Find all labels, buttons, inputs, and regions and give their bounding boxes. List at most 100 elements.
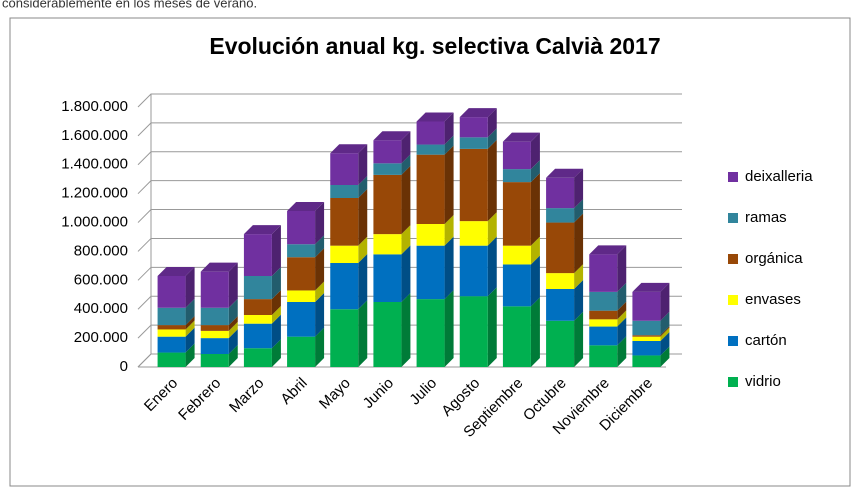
bar: [632, 320, 661, 336]
bar: [502, 306, 531, 367]
bar-top: [459, 108, 497, 118]
y-tick-label: 0: [120, 358, 128, 375]
bar: [373, 234, 402, 255]
bar: [416, 245, 445, 300]
bar: [416, 224, 445, 246]
bar: [157, 336, 186, 353]
bar-top: [546, 168, 584, 178]
bar: [243, 299, 272, 315]
y-tick-label: 200.000: [74, 329, 128, 346]
bar: [330, 198, 359, 246]
bar-side: [228, 262, 238, 308]
bar-side: [358, 300, 368, 367]
bar: [157, 325, 186, 330]
bar-side: [660, 311, 670, 336]
bar-side: [401, 154, 411, 175]
bar-top: [373, 131, 411, 141]
bar-side: [271, 267, 281, 300]
bar-side: [185, 316, 195, 330]
bar: [546, 273, 575, 289]
bar: [330, 309, 359, 367]
bar-top: [502, 132, 540, 142]
legend-label: envases: [745, 291, 801, 308]
bar-side: [401, 131, 411, 164]
bar: [502, 141, 531, 170]
bar-side: [358, 176, 368, 198]
bar: [589, 254, 618, 292]
bar: [287, 211, 316, 245]
bar-side: [185, 343, 195, 367]
bar-side: [487, 236, 497, 297]
bar: [546, 208, 575, 223]
bar: [416, 121, 445, 145]
bar-side: [444, 112, 454, 145]
bar: [589, 291, 618, 311]
legend-label: deixalleria: [745, 168, 813, 185]
grid-line: [137, 93, 682, 108]
bar: [459, 296, 488, 367]
bar-side: [530, 132, 540, 170]
bar: [502, 182, 531, 246]
y-tick-label: 1.000.000: [61, 214, 128, 231]
bar: [546, 222, 575, 274]
bar-side: [444, 290, 454, 367]
bar-side: [487, 108, 497, 138]
bar: [459, 245, 488, 297]
bar-side: [401, 293, 411, 367]
legend-label: orgánica: [745, 250, 803, 267]
bar-side: [444, 145, 454, 224]
bar-side: [487, 139, 497, 222]
bar: [330, 153, 359, 185]
bar-side: [185, 267, 195, 308]
bar: [373, 140, 402, 164]
bar: [200, 325, 229, 331]
legend-swatch: [728, 213, 738, 223]
bar-side: [574, 168, 584, 209]
bar: [589, 345, 618, 367]
bar: [287, 302, 316, 337]
bar-side: [660, 332, 670, 356]
bar-side: [185, 327, 195, 353]
bar-side: [660, 346, 670, 367]
bar: [589, 326, 618, 346]
bar-side: [660, 327, 670, 341]
bar-top: [330, 144, 368, 154]
bar: [200, 307, 229, 326]
chart-title: Evolución anual kg. selectiva Calvià 201…: [209, 33, 660, 59]
bar-side: [444, 135, 454, 155]
bar: [416, 299, 445, 367]
bar-side: [660, 326, 670, 337]
bar-side: [617, 282, 627, 311]
bar: [287, 257, 316, 291]
bar-side: [315, 293, 325, 337]
bar-top: [416, 112, 454, 122]
bar-side: [185, 320, 195, 337]
bar-top: [589, 245, 627, 255]
y-tick-label: 1.800.000: [61, 98, 128, 115]
bar: [546, 320, 575, 367]
bar-side: [358, 254, 368, 310]
bar: [632, 291, 661, 321]
bar-side: [315, 281, 325, 302]
bar-side: [530, 297, 540, 367]
bar-side: [271, 225, 281, 276]
bar: [459, 148, 488, 222]
bar: [459, 221, 488, 246]
bar: [416, 154, 445, 224]
legend-swatch: [728, 377, 738, 387]
bar: [632, 335, 661, 337]
bar: [287, 244, 316, 258]
bar: [502, 245, 531, 265]
y-tick-label: 400.000: [74, 300, 128, 317]
bar-side: [358, 189, 368, 246]
y-tick-label: 800.000: [74, 242, 128, 259]
bar: [157, 307, 186, 326]
legend-swatch: [728, 336, 738, 346]
bar: [373, 302, 402, 367]
bar: [243, 348, 272, 367]
bar: [459, 137, 488, 149]
bar: [243, 234, 272, 276]
bar: [157, 329, 186, 337]
bar-side: [228, 298, 238, 326]
